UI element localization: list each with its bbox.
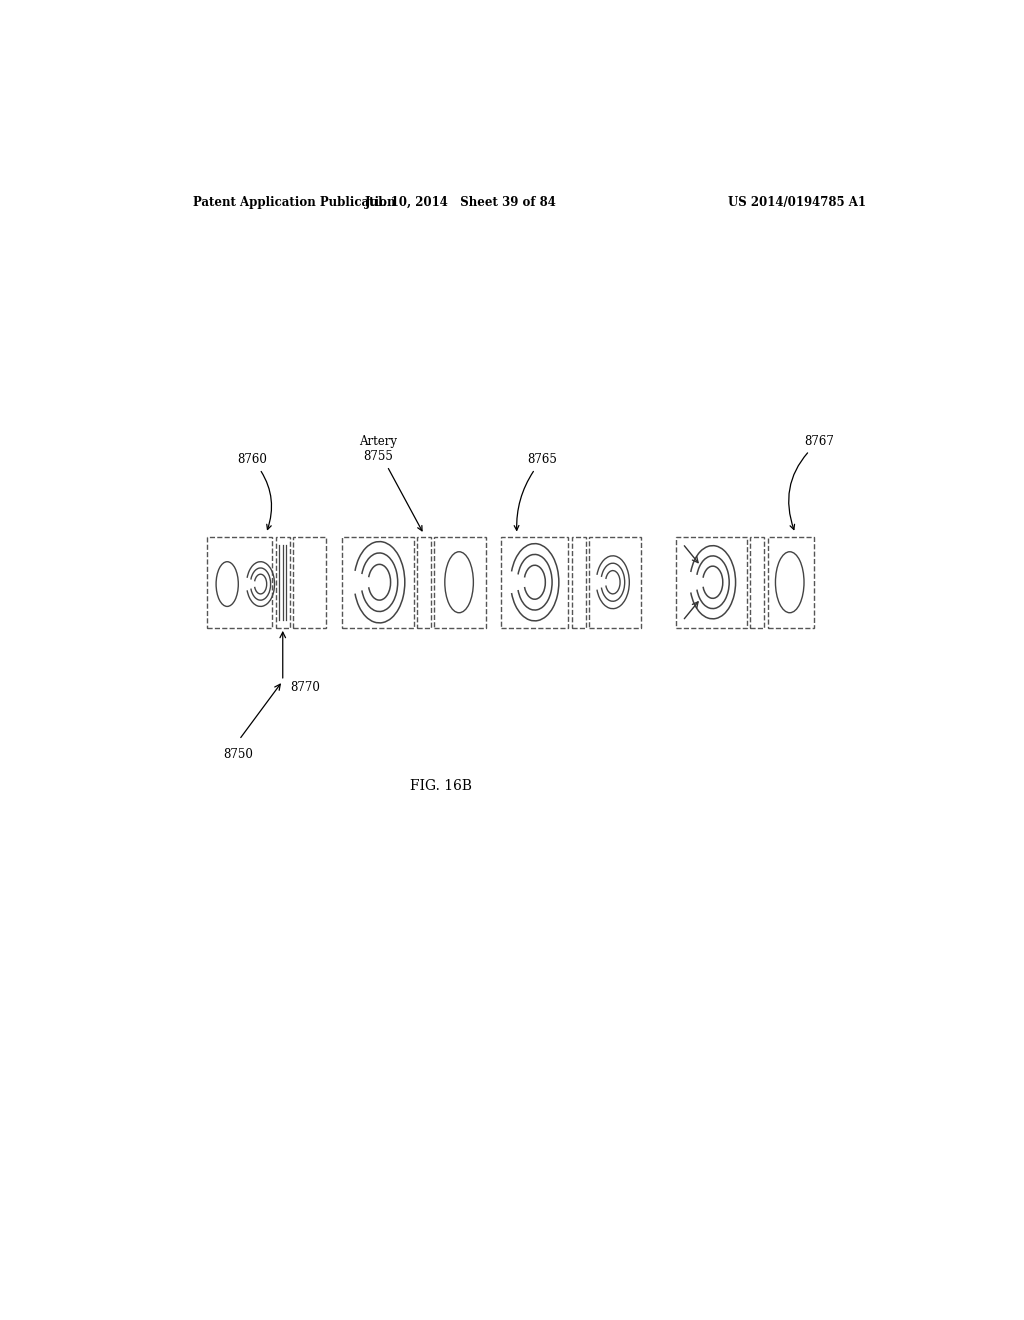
Text: FIG. 16B: FIG. 16B [411,779,472,792]
Text: Patent Application Publication: Patent Application Publication [194,195,395,209]
FancyBboxPatch shape [676,536,746,628]
FancyBboxPatch shape [589,536,641,628]
Ellipse shape [775,552,804,612]
Text: 8767: 8767 [788,436,834,529]
Text: US 2014/0194785 A1: US 2014/0194785 A1 [728,195,866,209]
Text: 8760: 8760 [238,453,271,529]
Ellipse shape [444,552,473,612]
FancyBboxPatch shape [207,536,272,628]
Text: 8770: 8770 [291,681,321,694]
Text: Jul. 10, 2014   Sheet 39 of 84: Jul. 10, 2014 Sheet 39 of 84 [366,195,557,209]
FancyBboxPatch shape [501,536,568,628]
Text: 8765: 8765 [514,453,557,531]
Ellipse shape [216,562,239,606]
FancyBboxPatch shape [293,536,327,628]
Text: Artery
8755: Artery 8755 [359,436,422,531]
FancyBboxPatch shape [751,536,765,628]
FancyBboxPatch shape [275,536,290,628]
FancyBboxPatch shape [342,536,414,628]
FancyBboxPatch shape [571,536,586,628]
FancyBboxPatch shape [434,536,486,628]
FancyBboxPatch shape [768,536,814,628]
Text: 8750: 8750 [223,748,253,760]
FancyBboxPatch shape [417,536,431,628]
